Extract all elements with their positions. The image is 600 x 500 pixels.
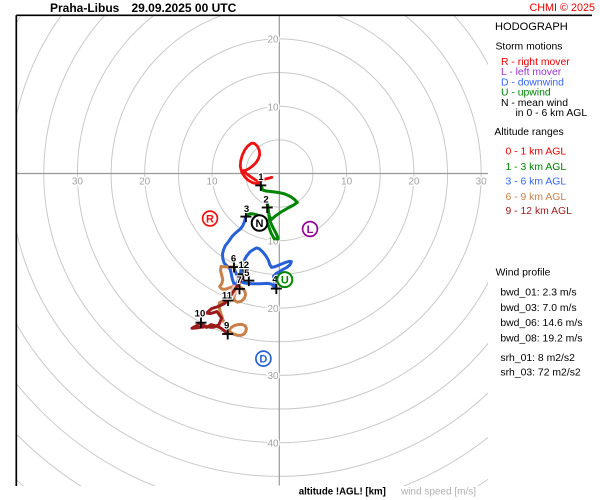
svg-text:11: 11 <box>222 290 233 301</box>
svg-text:D - downwind: D - downwind <box>501 77 564 88</box>
svg-text:U - upwind: U - upwind <box>501 88 551 99</box>
svg-text:Praha-Libus: Praha-Libus <box>50 1 120 15</box>
svg-text:4: 4 <box>272 275 278 286</box>
svg-text:bwd_01: 2.3 m/s: bwd_01: 2.3 m/s <box>500 288 576 299</box>
svg-text:10: 10 <box>341 177 353 188</box>
svg-text:4: 4 <box>272 275 278 286</box>
svg-text:0 - 1 km AGL: 0 - 1 km AGL <box>506 147 567 158</box>
svg-text:12: 12 <box>238 260 249 271</box>
svg-text:40: 40 <box>267 438 279 449</box>
svg-text:srh_01: 8 m2/s2: srh_01: 8 m2/s2 <box>500 353 575 364</box>
svg-text:bwd_08: 19.2 m/s: bwd_08: 19.2 m/s <box>500 333 582 344</box>
svg-text:3: 3 <box>244 204 249 215</box>
svg-text:5: 5 <box>244 268 250 279</box>
svg-text:10: 10 <box>195 309 206 320</box>
svg-text:30: 30 <box>476 177 488 188</box>
svg-text:11: 11 <box>222 290 233 301</box>
svg-text:1: 1 <box>258 172 264 183</box>
svg-text:6: 6 <box>231 254 236 265</box>
svg-text:30: 30 <box>267 371 279 382</box>
svg-text:5: 5 <box>244 268 250 279</box>
svg-text:20: 20 <box>267 304 279 315</box>
svg-text:R - right mover: R - right mover <box>501 57 570 68</box>
svg-text:CHMI © 2025: CHMI © 2025 <box>529 2 595 14</box>
svg-text:N: N <box>256 218 264 230</box>
svg-text:6: 6 <box>231 254 236 265</box>
svg-text:9: 9 <box>224 320 229 331</box>
svg-text:L - left mover: L - left mover <box>501 67 562 78</box>
svg-text:20: 20 <box>139 177 151 188</box>
svg-text:6 - 9 km AGL: 6 - 9 km AGL <box>506 192 567 203</box>
svg-text:1 - 3 km AGL: 1 - 3 km AGL <box>506 162 567 173</box>
svg-text:3: 3 <box>244 204 249 215</box>
svg-text:2: 2 <box>263 195 268 206</box>
svg-text:10: 10 <box>206 177 218 188</box>
svg-text:3 - 6 km AGL: 3 - 6 km AGL <box>506 177 567 188</box>
svg-text:9 - 12 km AGL: 9 - 12 km AGL <box>506 206 573 217</box>
svg-text:12: 12 <box>238 260 249 271</box>
svg-text:L: L <box>307 224 314 236</box>
svg-text:30: 30 <box>72 177 84 188</box>
svg-text:srh_03: 72 m2/s2: srh_03: 72 m2/s2 <box>500 367 581 378</box>
svg-text:R: R <box>206 213 214 225</box>
svg-text:bwd_06: 14.6 m/s: bwd_06: 14.6 m/s <box>500 318 582 329</box>
svg-text:Wind profile: Wind profile <box>496 267 551 278</box>
svg-text:7: 7 <box>236 275 241 286</box>
svg-text:20: 20 <box>408 177 420 188</box>
svg-text:1: 1 <box>258 172 264 183</box>
svg-text:10: 10 <box>195 309 206 320</box>
svg-text:Altitude ranges: Altitude ranges <box>494 127 563 138</box>
svg-text:7: 7 <box>236 275 241 286</box>
svg-text:Storm motions: Storm motions <box>496 42 563 53</box>
svg-text:in 0 - 6 km AGL: in 0 - 6 km AGL <box>516 108 588 119</box>
svg-text:2: 2 <box>263 195 268 206</box>
svg-text:10: 10 <box>267 102 279 113</box>
svg-text:D: D <box>259 354 267 366</box>
svg-text:HODOGRAPH: HODOGRAPH <box>495 21 568 33</box>
svg-text:bwd_03: 7.0 m/s: bwd_03: 7.0 m/s <box>500 303 576 314</box>
svg-text:wind speed [m/s]: wind speed [m/s] <box>400 487 476 498</box>
svg-text:altitude !AGL! [km]: altitude !AGL! [km] <box>299 487 386 498</box>
svg-text:29.09.2025 00 UTC: 29.09.2025 00 UTC <box>132 1 237 15</box>
svg-text:9: 9 <box>224 320 229 331</box>
svg-text:20: 20 <box>267 35 279 46</box>
svg-text:N - mean wind: N - mean wind <box>501 98 568 109</box>
svg-text:U: U <box>281 275 289 287</box>
